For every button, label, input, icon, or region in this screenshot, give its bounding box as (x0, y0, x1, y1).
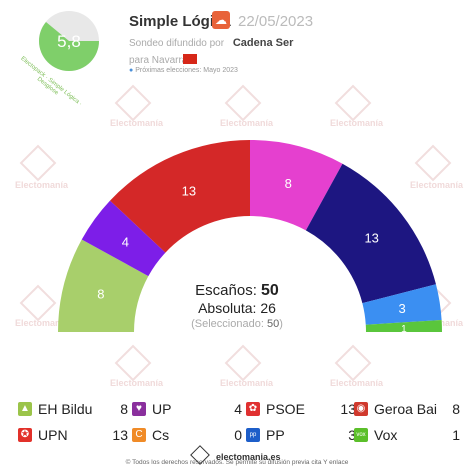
selected-prefix: (Seleccionado: (191, 318, 264, 330)
seat-total: Escaños: 50 (0, 282, 474, 300)
spread-prefix: Sondeo difundido por (129, 38, 225, 49)
next-elections: ● Próximas elecciones: Mayo 2023 (129, 67, 238, 74)
watermark-icon (334, 344, 372, 382)
footer-site[interactable]: electomania.es (0, 445, 474, 465)
watermark-text: Electomanía (110, 378, 164, 388)
geroabai-icon: ◉ (354, 402, 368, 416)
footer-site-label: electomania.es (215, 452, 281, 462)
legend-party-name: Geroa Bai (374, 401, 438, 417)
score-value: 5,8 (57, 32, 81, 51)
legend-party-name: Vox (374, 427, 398, 443)
media-name: Cadena Ser (232, 37, 294, 49)
legend-party-name: PSOE (266, 401, 305, 417)
legend-item[interactable]: ◉ Geroa Bai 8 (354, 400, 460, 418)
pp-icon: pp (246, 428, 260, 442)
segment-seat-label: 8 (97, 287, 104, 302)
pollster-logo-icon: ☁ (212, 11, 230, 29)
legend-item[interactable]: ✿ PSOE 13 (246, 400, 356, 418)
score-badge: 5,8 (39, 11, 99, 71)
legend-item[interactable]: ♥ UP 4 (132, 400, 242, 418)
majority-label: Absoluta: 26 (198, 300, 276, 316)
seats-label: Escaños: (195, 282, 257, 299)
selected-value: 50 (266, 318, 280, 330)
legend-seat-value: 13 (112, 427, 128, 443)
hemicycle-segment[interactable] (81, 200, 166, 277)
bildu-icon: ▲ (18, 402, 32, 416)
spread-line: Sondeo difundido por Cadena Ser (129, 37, 293, 49)
legend-seat-value: 3 (348, 427, 356, 443)
watermark-text: Electomanía (110, 118, 164, 128)
watermark-icon (114, 344, 152, 382)
cs-icon: C (132, 428, 146, 442)
legend-party-name: Cs (152, 427, 170, 443)
poll-date: 22/05/2023 (238, 13, 314, 30)
legend-seat-value: 13 (340, 401, 356, 417)
legend-seat-value: 8 (452, 401, 460, 417)
watermark-text: Electomanía (330, 378, 384, 388)
vox-icon: vox (354, 428, 368, 442)
watermark-text: Electomanía (220, 378, 274, 388)
legend-seat-value: 0 (234, 427, 242, 443)
legend-item[interactable]: C Cs 0 (132, 426, 242, 444)
legend-seat-value: 8 (120, 401, 128, 417)
legend-item[interactable]: pp PP 3 (246, 426, 356, 444)
footer-rights: © Todos los derechos reservados. Se perm… (125, 459, 349, 466)
legend-item[interactable]: vox Vox 1 (354, 426, 460, 444)
segment-seat-label: 8 (285, 176, 292, 191)
watermark-text: Electomanía (330, 118, 384, 128)
legend-seat-value: 4 (234, 401, 242, 417)
selected-label: (Seleccionado: 50) (0, 318, 474, 330)
hemicycle-segment[interactable] (365, 319, 442, 332)
for-prefix: para Navarra (129, 55, 188, 66)
hemicycle-segment[interactable] (250, 140, 343, 231)
legend-party-name: PP (266, 427, 285, 443)
up-icon: ♥ (132, 402, 146, 416)
for-line: para Navarra (129, 55, 187, 66)
segment-seat-label: 3 (398, 301, 405, 316)
segment-seat-label: 13 (364, 231, 378, 246)
segment-seat-label: 1 (401, 324, 407, 335)
hemicycle-chart[interactable]: 8 4 13 8 13 3 1 (0, 100, 474, 340)
legend-item[interactable]: ▲ EH Bildu 8 (18, 400, 128, 418)
hemicycle-segment[interactable] (362, 284, 442, 325)
upn-icon: ✪ (18, 428, 32, 442)
watermark-text: Electomanía (15, 318, 69, 328)
psoe-icon: ✿ (246, 402, 260, 416)
navarra-flag-icon (183, 54, 197, 64)
watermark-text: Electomanía (410, 180, 464, 190)
legend-seat-value: 1 (452, 427, 460, 443)
legend-party-name: UP (152, 401, 172, 417)
watermark-text: Electomanía (220, 118, 274, 128)
selected-suffix: ) (279, 318, 283, 330)
pollster-name[interactable]: Simple Lógica (129, 13, 231, 30)
hemicycle-segment[interactable] (58, 239, 149, 332)
watermark-text: Electomanía (15, 180, 69, 190)
legend-party-name: UPN (38, 427, 68, 443)
legend-party-name: EH Bildu (38, 401, 93, 417)
segment-seat-label: 13 (182, 184, 196, 199)
hemicycle-segment[interactable] (305, 163, 436, 304)
globe-icon: ● (129, 67, 134, 74)
watermark-icon (224, 344, 262, 382)
seats-total-value: 50 (261, 282, 279, 299)
hemicycle-segment[interactable] (110, 140, 250, 253)
legend-item[interactable]: ✪ UPN 13 (18, 426, 128, 444)
next-elections-label: Próximas elecciones: Mayo 2023 (135, 67, 238, 74)
segment-seat-label: 4 (122, 234, 129, 249)
